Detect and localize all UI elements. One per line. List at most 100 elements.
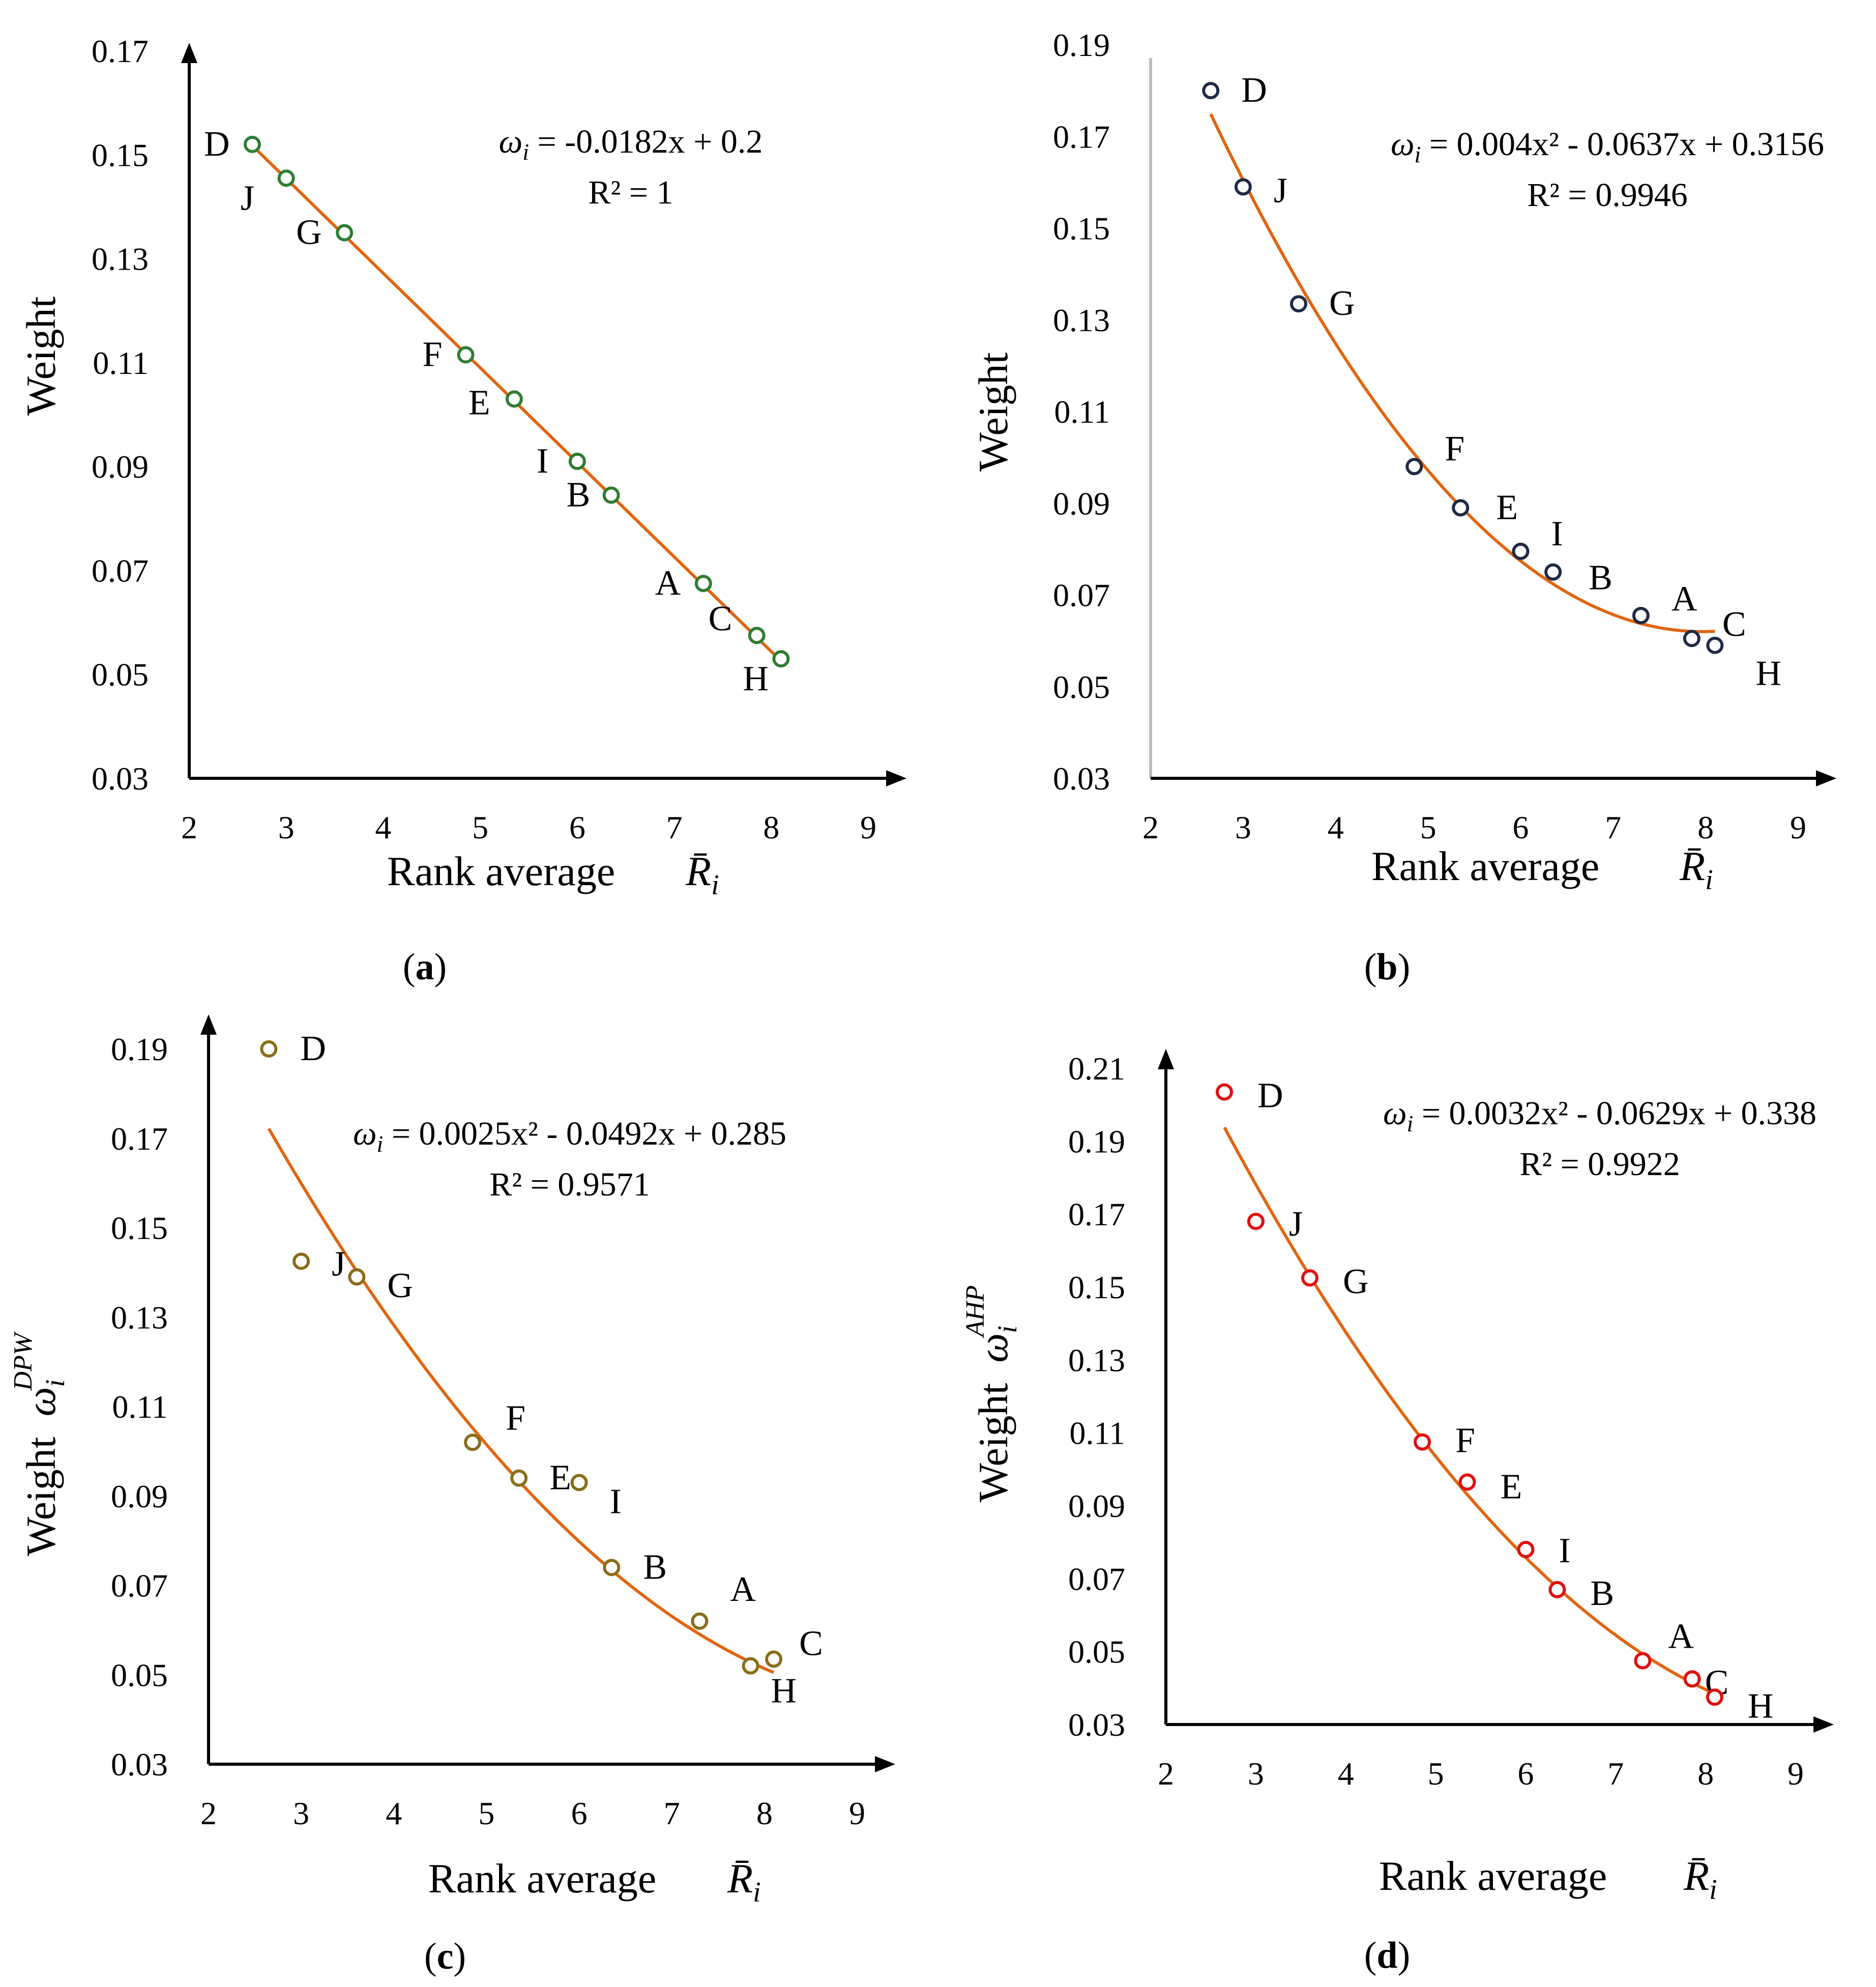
y-axis-arrow — [181, 43, 197, 63]
x-tick-label: 9 — [849, 1795, 865, 1831]
y-tick-label: 0.19 — [111, 1031, 168, 1067]
data-point-F — [1414, 1433, 1431, 1451]
x-axis-label: Rank average — [387, 848, 615, 894]
y-tick-label: 0.09 — [92, 449, 149, 485]
y-tick-label: 0.13 — [92, 241, 149, 277]
y-tick-label: 0.03 — [1053, 761, 1110, 797]
y-tick-label: 0.13 — [1068, 1342, 1125, 1378]
x-tick-label: 8 — [1697, 809, 1714, 845]
data-point-A — [1634, 1652, 1652, 1670]
trend-equation: ωi = 0.004x² - 0.0637x + 0.3156 — [1391, 126, 1824, 167]
point-label-E: E — [1500, 1467, 1522, 1506]
y-axis-label: WeightωiDPW — [9, 1331, 70, 1556]
x-tick-label: 5 — [1420, 809, 1437, 845]
trend-equation: ωi = 0.0032x² - 0.0629x + 0.338 — [1383, 1095, 1816, 1136]
data-point-B — [602, 486, 620, 504]
y-tick-label: 0.17 — [1068, 1196, 1125, 1233]
data-point-J — [1247, 1213, 1265, 1230]
point-label-I: I — [537, 442, 548, 481]
x-tick-label: 5 — [472, 809, 488, 845]
data-point-F — [457, 346, 475, 364]
data-point-F — [1405, 458, 1423, 476]
y-tick-label: 0.15 — [1068, 1269, 1125, 1305]
y-tick-label: 0.07 — [92, 552, 149, 589]
data-point-E — [510, 1469, 528, 1487]
y-tick-label: 0.19 — [1068, 1123, 1125, 1159]
x-axis-label: Rank average — [1371, 843, 1599, 889]
data-point-E — [1452, 499, 1470, 517]
point-label-H: H — [771, 1672, 797, 1711]
x-axis-symbol: R̄i — [1679, 843, 1713, 896]
point-label-H: H — [743, 659, 769, 698]
data-point-J — [277, 169, 295, 187]
x-tick-label: 7 — [666, 809, 683, 845]
x-tick-label: 7 — [1607, 1756, 1624, 1792]
data-point-E — [505, 390, 523, 408]
x-axis-arrow — [886, 770, 906, 786]
data-point-H — [772, 650, 790, 668]
chart-panel-a: 0.03 0.05 0.07 0.09 0.11 0.13 0.15 0.17 2 3 4 5 6 7 8 9… — [18, 33, 906, 988]
point-label-D: D — [1257, 1076, 1283, 1116]
point-label-F: F — [506, 1398, 525, 1438]
point-label-F: F — [1445, 429, 1464, 469]
x-tick-label: 2 — [1158, 1756, 1174, 1792]
x-axis-symbol: R̄i — [685, 848, 719, 901]
y-tick-label: 0.11 — [1069, 1415, 1125, 1451]
y-tick-label: 0.11 — [112, 1389, 168, 1425]
chart-panel-d: 0.03 0.05 0.07 0.09 0.11 0.13 0.15 0.17 0.19 0.21… — [961, 1049, 1834, 1976]
y-tick-label: 0.17 — [1053, 119, 1110, 155]
trendline — [1223, 1126, 1716, 1696]
trend-equation: ωi = 0.0025x² - 0.0492x + 0.285 — [353, 1115, 786, 1157]
data-point-H — [742, 1657, 759, 1675]
y-tick-label: 0.09 — [111, 1478, 168, 1514]
y-tick-label: 0.03 — [111, 1746, 168, 1783]
data-point-H — [1706, 1688, 1723, 1706]
y-tick-label: 0.05 — [1068, 1634, 1125, 1670]
y-axis-arrow — [200, 1014, 217, 1035]
data-point-C — [748, 627, 766, 645]
data-point-B — [1544, 563, 1562, 581]
data-point-C — [1683, 1670, 1701, 1688]
point-label-D: D — [1241, 71, 1267, 110]
y-tick-label: 0.03 — [92, 761, 149, 797]
y-tick-label: 0.21 — [1068, 1050, 1125, 1087]
point-label-J: J — [241, 179, 254, 218]
x-tick-label: 8 — [756, 1795, 773, 1831]
x-tick-label: 9 — [1790, 809, 1806, 845]
y-tick-label: 0.07 — [111, 1568, 168, 1604]
x-axis-symbol: R̄i — [727, 1855, 761, 1908]
data-point-A — [694, 574, 712, 592]
point-label-C: C — [1722, 605, 1746, 644]
data-point-D — [1215, 1083, 1233, 1101]
x-tick-label: 4 — [375, 809, 391, 845]
y-axis-label: WeightωiAHP — [961, 1285, 1022, 1503]
x-axis-label: Rank average — [1379, 1853, 1607, 1899]
point-label-G: G — [387, 1266, 413, 1305]
x-tick-label: 6 — [1512, 809, 1529, 845]
chart-panel-c: 0.03 0.05 0.07 0.09 0.11 0.13 0.15 0.17 0.19 2 3 4 5… — [9, 1014, 895, 1977]
y-tick-label: 0.11 — [1054, 394, 1110, 430]
point-label-F: F — [1455, 1421, 1475, 1460]
point-label-J: J — [332, 1244, 345, 1283]
data-point-I — [1512, 542, 1530, 560]
point-label-A: A — [655, 564, 681, 603]
point-label-B: B — [1590, 1574, 1614, 1613]
x-tick-label: 6 — [571, 1795, 588, 1831]
x-tick-label: 3 — [278, 809, 295, 845]
y-tick-label: 0.17 — [111, 1121, 168, 1157]
x-tick-label: 4 — [1328, 809, 1344, 845]
data-point-J — [1234, 178, 1252, 196]
data-point-I — [570, 1474, 588, 1492]
r-squared: R² = 0.9571 — [489, 1166, 650, 1203]
point-label-B: B — [567, 475, 591, 514]
x-tick-label: 6 — [569, 809, 585, 845]
x-tick-label: 3 — [1235, 809, 1251, 845]
point-label-A: A — [1672, 579, 1697, 619]
x-tick-label: 9 — [1787, 1756, 1804, 1792]
point-label-E: E — [1496, 488, 1518, 527]
x-tick-label: 4 — [1338, 1756, 1354, 1792]
point-label-A: A — [1668, 1617, 1694, 1656]
y-tick-label: 0.11 — [93, 345, 149, 381]
y-tick-label: 0.05 — [1053, 669, 1110, 705]
panel-label: (b) — [1364, 946, 1410, 988]
